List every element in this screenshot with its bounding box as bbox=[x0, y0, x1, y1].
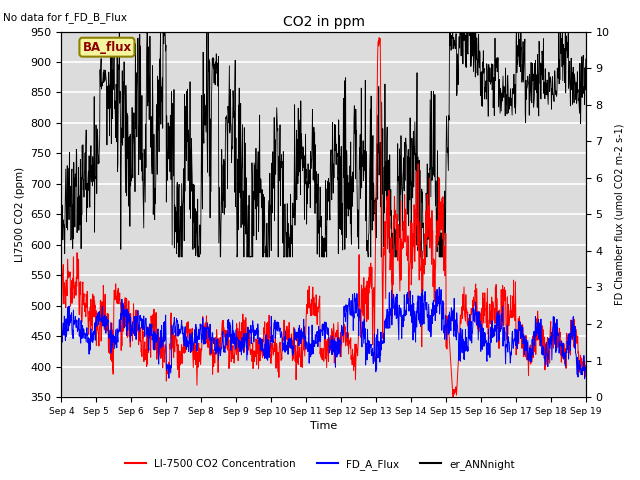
Y-axis label: FD Chamber flux (umol CO2 m-2 s-1): FD Chamber flux (umol CO2 m-2 s-1) bbox=[615, 123, 625, 305]
X-axis label: Time: Time bbox=[310, 421, 337, 432]
Text: BA_flux: BA_flux bbox=[83, 41, 131, 54]
Y-axis label: LI7500 CO2 (ppm): LI7500 CO2 (ppm) bbox=[15, 167, 25, 262]
Legend: LI-7500 CO2 Concentration, FD_A_Flux, er_ANNnight: LI-7500 CO2 Concentration, FD_A_Flux, er… bbox=[121, 455, 519, 474]
Text: No data for f_FD_B_Flux: No data for f_FD_B_Flux bbox=[3, 12, 127, 23]
Title: CO2 in ppm: CO2 in ppm bbox=[283, 15, 365, 29]
